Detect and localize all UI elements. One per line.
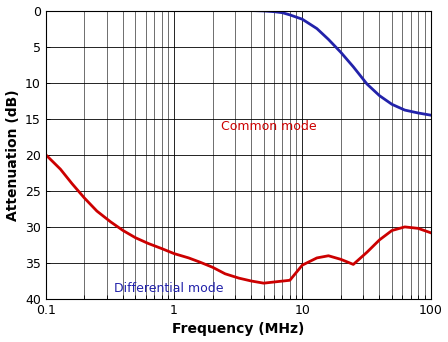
Text: Common mode: Common mode xyxy=(221,120,317,133)
Y-axis label: Attenuation (dB): Attenuation (dB) xyxy=(5,89,20,221)
Text: Differential mode: Differential mode xyxy=(114,282,224,295)
X-axis label: Frequency (MHz): Frequency (MHz) xyxy=(172,323,304,337)
